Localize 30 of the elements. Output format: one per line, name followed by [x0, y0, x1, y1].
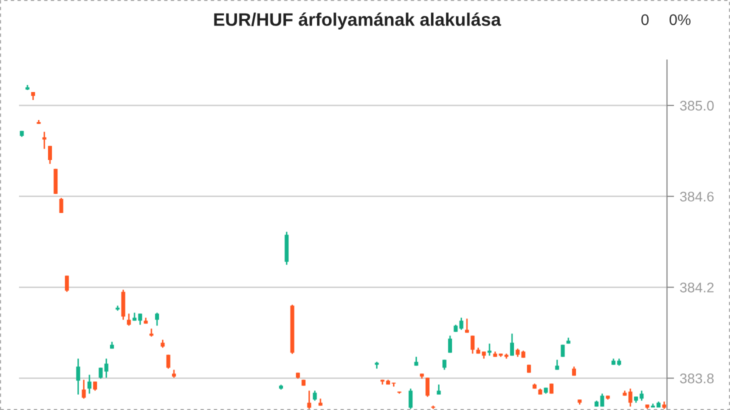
y-tick-label: 385.0: [680, 100, 714, 111]
candlestick: [628, 388, 632, 408]
text: 0: [641, 14, 649, 26]
candlestick: [307, 390, 312, 410]
candlestick: [448, 334, 452, 354]
text: 0%: [670, 14, 690, 26]
candlestick: [48, 145, 52, 165]
candlestick: [560, 344, 565, 358]
chart-title: EUR/HUF árfolyamának alakulása: [214, 12, 502, 30]
candlestick: [510, 332, 514, 356]
candlestick: [64, 274, 69, 293]
candlestick: [87, 374, 92, 394]
candlestick: [408, 388, 413, 410]
candlestick: [459, 317, 464, 330]
y-tick-label: 383.8: [680, 374, 714, 384]
candlestick: [104, 358, 108, 378]
y-tick-label: 384.2: [680, 282, 714, 292]
candlestick: [82, 379, 86, 400]
candlestick: [488, 342, 492, 356]
candlestick: [555, 359, 560, 370]
candlestick: [426, 377, 430, 398]
candlestick: [470, 334, 475, 354]
candlestick: [166, 354, 170, 370]
y-tick-label: 384.6: [680, 192, 714, 202]
candlestick: [312, 390, 317, 402]
candlestick: [76, 358, 80, 396]
candlestick: [155, 312, 160, 326]
candlestick: [93, 380, 98, 392]
candlestick: [98, 367, 103, 380]
candlestick: [126, 312, 131, 326]
